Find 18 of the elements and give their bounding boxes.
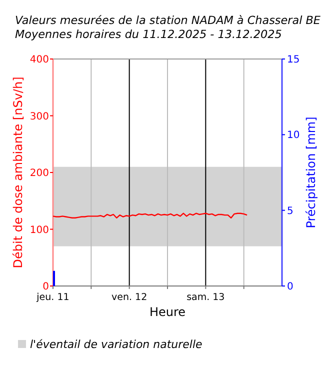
- x-axis-title: Heure: [149, 305, 186, 319]
- y2-tick-label: 10: [287, 130, 300, 142]
- chart-subtitle: Moyennes horaires du 11.12.2025 - 13.12.2025: [15, 28, 282, 41]
- y-tick-label: 0: [42, 282, 49, 292]
- y-tick-label: 200: [30, 168, 49, 179]
- y-tick-label: 300: [30, 111, 49, 122]
- y2-tick-label: 15: [287, 54, 300, 66]
- y2-tick-label: 5: [287, 206, 294, 217]
- legend-label: l'éventail de variation naturelle: [30, 338, 203, 351]
- x-tick-label: jeu. 11: [36, 292, 70, 303]
- x-tick-label: ven. 12: [112, 292, 148, 303]
- y-tick-label: 400: [30, 54, 49, 66]
- x-tick-label: sam. 13: [186, 292, 225, 303]
- y2-axis-title: Précipitation [mm]: [304, 116, 318, 228]
- y2-tick-label: 0: [287, 282, 294, 292]
- chart-title: Valeurs mesurées de la station NADAM à Chasseral BE: [15, 14, 322, 27]
- y-axis-title: Débit de dose ambiante [nSv/h]: [11, 76, 25, 268]
- y-tick-label: 100: [30, 224, 49, 236]
